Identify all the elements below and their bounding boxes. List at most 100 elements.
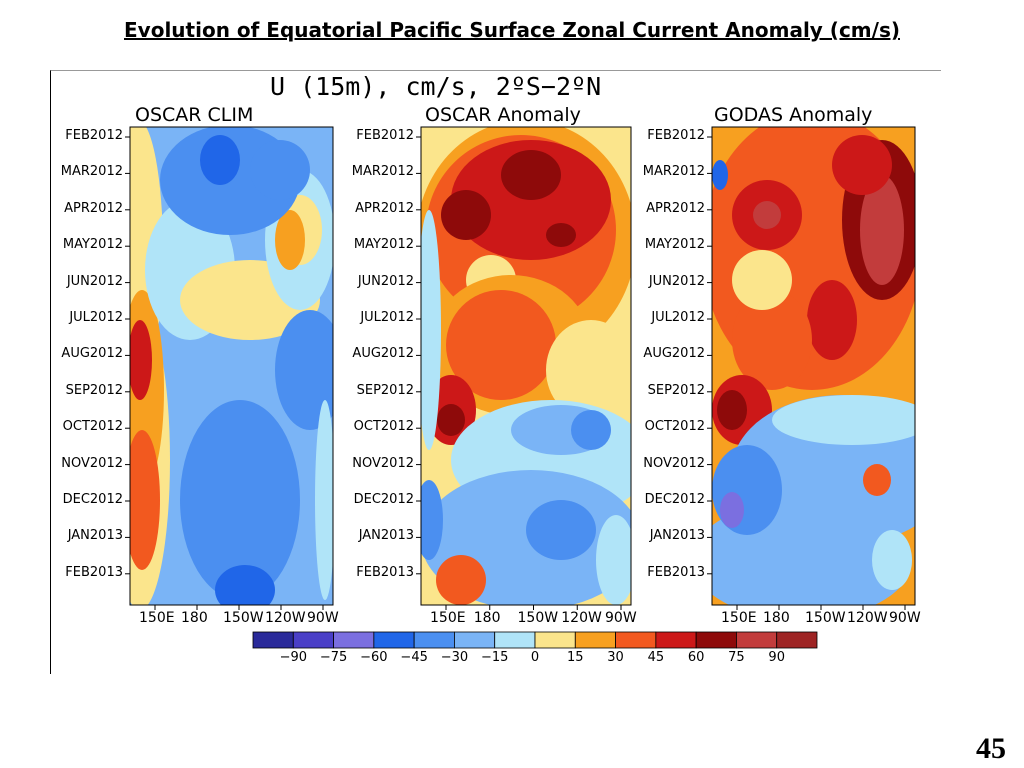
month-tick-label: JUL2012 xyxy=(69,310,123,325)
colorbar-level-label: −15 xyxy=(480,650,509,665)
colorbar-segment xyxy=(655,631,697,649)
month-tick-label: MAY2012 xyxy=(62,237,123,253)
month-tick-label: JAN2013 xyxy=(649,528,705,544)
contour-blob xyxy=(441,190,491,240)
contour-blob xyxy=(446,290,556,400)
contour-blob xyxy=(546,320,631,420)
colorbar-segment xyxy=(413,631,455,649)
contour-blob xyxy=(807,280,857,360)
colorbar-segment xyxy=(615,631,657,649)
contour-blob xyxy=(720,492,744,528)
contour-blob xyxy=(546,223,576,247)
colorbar-level-label: 0 xyxy=(530,650,540,665)
contour-blob xyxy=(732,250,792,310)
contour-blob xyxy=(200,135,240,185)
month-tick-label: FEB2013 xyxy=(647,564,705,580)
month-tick-label: JUN2012 xyxy=(648,273,705,289)
slide-title: Evolution of Equatorial Pacific Surface … xyxy=(124,18,900,42)
colorbar-level-label: 75 xyxy=(728,650,745,665)
panel-1-border xyxy=(129,126,334,606)
colorbar-level-label: −75 xyxy=(319,650,348,665)
month-tick-label: FEB2012 xyxy=(356,128,414,143)
month-tick-label: MAR2012 xyxy=(60,164,123,180)
month-tick-label: OCT2012 xyxy=(62,419,123,435)
month-tick-label: APR2012 xyxy=(355,200,414,216)
colorbar-level-label: −45 xyxy=(400,650,428,665)
contour-blob xyxy=(215,565,275,605)
figure-title: U (15m), cm/s, 2ºS−2ºN xyxy=(270,72,602,101)
panel-title: OSCAR CLIM xyxy=(135,104,254,126)
month-tick-label: JUL2012 xyxy=(651,310,705,325)
month-tick-label: APR2012 xyxy=(646,200,705,216)
contour-blob xyxy=(863,464,891,496)
longitude-tick-label: 180 xyxy=(181,610,208,626)
month-tick-label: JAN2013 xyxy=(67,528,123,544)
month-tick-label: MAR2012 xyxy=(642,164,705,180)
month-tick-label: NOV2012 xyxy=(61,455,123,471)
contour-blob xyxy=(772,395,915,445)
month-tick-label: DEC2012 xyxy=(644,492,705,507)
panel-title: GODAS Anomaly xyxy=(714,104,873,126)
contour-blob xyxy=(872,530,912,590)
month-tick-label: JUN2012 xyxy=(357,273,414,289)
month-tick-label: NOV2012 xyxy=(643,455,705,471)
colorbar-segment xyxy=(776,631,818,649)
longitude-tick-label: 120W xyxy=(561,610,602,626)
colorbar-segment xyxy=(454,631,496,649)
contour-blob xyxy=(421,480,443,560)
month-tick-label: AUG2012 xyxy=(352,346,414,362)
month-tick-label: SEP2012 xyxy=(647,382,705,398)
longitude-tick-label: 90W xyxy=(889,610,921,626)
longitude-tick-label: 150E xyxy=(430,610,466,626)
colorbar-segment xyxy=(736,631,778,649)
month-tick-label: FEB2013 xyxy=(65,564,123,580)
colorbar-level-label: 60 xyxy=(687,650,705,665)
figure-frame xyxy=(50,70,941,674)
contour-blob xyxy=(712,160,728,190)
contour-blob xyxy=(436,555,486,605)
month-tick-label: MAR2012 xyxy=(351,164,414,180)
month-tick-label: MAY2012 xyxy=(353,237,414,253)
contour-blob xyxy=(275,210,305,270)
contour-blob xyxy=(753,201,781,229)
contour-blob xyxy=(712,445,782,535)
colorbar-segment xyxy=(695,631,737,649)
contour-blob xyxy=(130,320,152,400)
contour-blob xyxy=(250,140,310,200)
contour-blob xyxy=(732,290,812,390)
panel-1-field xyxy=(130,127,333,605)
month-tick-label: FEB2013 xyxy=(356,564,414,580)
panel-2-border xyxy=(420,126,632,606)
contour-blob xyxy=(860,175,904,285)
contour-blob xyxy=(275,310,333,430)
month-tick-label: AUG2012 xyxy=(643,346,705,362)
longitude-tick-label: 120W xyxy=(265,610,306,626)
longitude-tick-label: 150E xyxy=(721,610,757,626)
month-tick-label: OCT2012 xyxy=(353,419,414,435)
month-tick-label: FEB2012 xyxy=(65,128,123,143)
colorbar-level-label: −60 xyxy=(360,650,388,665)
colorbar-level-label: −90 xyxy=(279,650,307,665)
contour-blob xyxy=(130,430,160,570)
colorbar-segment xyxy=(494,631,536,649)
longitude-tick-label: 180 xyxy=(763,610,790,626)
month-tick-label: JUL2012 xyxy=(360,310,414,325)
month-tick-label: OCT2012 xyxy=(644,419,705,435)
longitude-tick-label: 90W xyxy=(605,610,637,626)
colorbar-segment xyxy=(534,631,576,649)
contour-blob xyxy=(596,515,631,605)
longitude-tick-label: 120W xyxy=(847,610,888,626)
colorbar-level-label: −30 xyxy=(440,650,469,665)
month-tick-label: NOV2012 xyxy=(352,455,414,471)
month-tick-label: JUN2012 xyxy=(66,273,123,289)
colorbar-level-label: 30 xyxy=(607,650,624,665)
month-tick-label: DEC2012 xyxy=(62,492,123,507)
month-tick-label: AUG2012 xyxy=(61,346,123,362)
panel-2-field xyxy=(421,127,631,605)
month-tick-label: FEB2012 xyxy=(647,128,705,143)
page-number: 45 xyxy=(976,732,1006,765)
panel-3-field xyxy=(712,127,915,605)
colorbar-segment xyxy=(292,631,334,649)
month-tick-label: JAN2013 xyxy=(358,528,414,544)
